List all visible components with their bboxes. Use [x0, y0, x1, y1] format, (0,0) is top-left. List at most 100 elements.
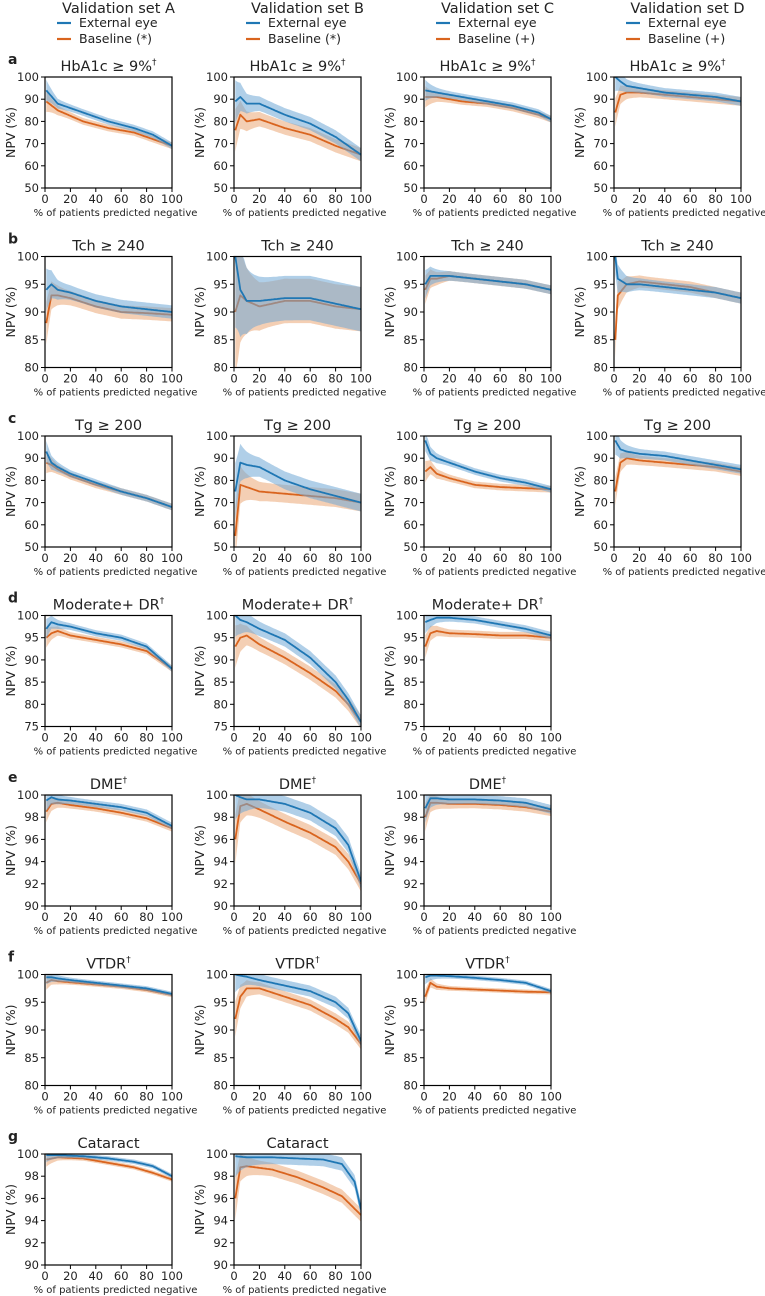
y-tick-label: 95	[403, 631, 418, 645]
x-axis-label: % of patients predicted negative	[34, 1106, 198, 1117]
y-axis-label: NPV (%)	[572, 466, 587, 517]
external-ci-band	[235, 615, 361, 727]
x-tick-label: 20	[63, 192, 78, 206]
x-tick-label: 80	[328, 1090, 343, 1104]
x-tick-label: 80	[518, 910, 533, 924]
x-tick-label: 100	[540, 372, 562, 386]
external-ci-band	[46, 615, 172, 672]
y-tick-label: 95	[24, 631, 39, 645]
x-tick-label: 60	[493, 372, 508, 386]
y-tick-label: 80	[403, 114, 418, 128]
baseline-npv-line	[234, 113, 361, 156]
x-tick-label: 60	[303, 192, 318, 206]
x-tick-label: 0	[41, 372, 48, 386]
y-tick-label: 98	[403, 810, 418, 824]
x-tick-label: 80	[328, 551, 343, 565]
y-tick-label: 70	[24, 496, 39, 510]
y-tick-label: 50	[24, 540, 39, 554]
plot-area	[614, 436, 741, 506]
plot-area	[424, 974, 551, 1004]
x-tick-label: 20	[442, 910, 457, 924]
row-label: a	[8, 52, 17, 68]
x-axis-label: % of patients predicted negative	[603, 388, 765, 399]
panel-title: VTDR†	[86, 956, 131, 973]
panel-a-c: HbA1c ≥ 9%† 50 60 70 80 90 100 0 20 40 60 80 100 % of…	[382, 58, 576, 219]
panel-title: Moderate+ DR†	[242, 597, 354, 614]
baseline-ci-band	[235, 795, 361, 892]
row-label: f	[8, 950, 15, 966]
y-tick-label: 70	[213, 137, 228, 151]
plot-area	[424, 795, 551, 832]
x-axis-label: % of patients predicted negative	[223, 747, 387, 758]
x-tick-label: 80	[139, 1090, 154, 1104]
external-npv-line	[424, 797, 551, 811]
row-d: d Moderate+ DR† 75 80 85 90 95 100 0 20 40 60 80 100%…	[3, 591, 576, 758]
x-tick-label: 0	[610, 192, 617, 206]
external-npv-line	[424, 616, 551, 637]
y-tick-label: 80	[24, 697, 39, 711]
y-axis-label: NPV (%)	[192, 1004, 207, 1055]
y-tick-label: 100	[206, 968, 228, 982]
y-tick-label: 98	[24, 1169, 39, 1183]
plot-area	[234, 443, 361, 547]
external-ci-band	[235, 80, 361, 162]
x-tick-label: 20	[252, 372, 267, 386]
x-axis-label: % of patients predicted negative	[413, 208, 577, 219]
panel-a-b: HbA1c ≥ 9%† 50 60 70 80 90 100 0 20 40 60 80 100 % of…	[192, 58, 386, 219]
x-tick-label: 80	[139, 731, 154, 745]
x-tick-label: 80	[518, 1090, 533, 1104]
x-tick-label: 100	[161, 731, 183, 745]
y-tick-label: 90	[403, 305, 418, 319]
y-axis-label: NPV (%)	[3, 286, 18, 337]
y-tick-label: 100	[17, 968, 39, 982]
external-npv-line	[234, 615, 361, 723]
external-npv-line	[425, 974, 551, 992]
external-ci-band	[46, 79, 172, 150]
y-tick-label: 60	[593, 159, 608, 173]
y-tick-label: 100	[396, 609, 418, 623]
x-tick-label: 40	[657, 551, 672, 565]
x-tick-label: 80	[518, 551, 533, 565]
x-tick-label: 20	[63, 1269, 78, 1283]
y-tick-label: 92	[24, 1236, 39, 1250]
x-tick-label: 60	[683, 372, 698, 386]
x-tick-label: 40	[88, 1090, 103, 1104]
x-tick-label: 80	[139, 192, 154, 206]
x-axis-label: % of patients predicted negative	[34, 388, 198, 399]
plot-frame	[613, 255, 742, 369]
external-ci-band	[46, 268, 172, 319]
baseline-npv-line	[234, 634, 361, 723]
y-tick-label: 90	[213, 1258, 228, 1272]
y-tick-label: 60	[213, 518, 228, 532]
external-npv-line	[425, 89, 551, 120]
panel-title: Cataract	[77, 1136, 139, 1152]
y-tick-label: 60	[213, 159, 228, 173]
y-tick-label: 100	[396, 788, 418, 802]
x-tick-label: 60	[303, 1090, 318, 1104]
y-axis-label: NPV (%)	[572, 107, 587, 158]
x-tick-label: 60	[683, 551, 698, 565]
y-tick-label: 50	[403, 540, 418, 554]
y-tick-label: 60	[24, 518, 39, 532]
external-npv-line	[424, 275, 551, 291]
external-ci-band	[615, 256, 741, 304]
x-tick-label: 0	[420, 910, 427, 924]
x-tick-label: 20	[252, 1090, 267, 1104]
x-tick-label: 40	[277, 192, 292, 206]
x-tick-label: 60	[493, 192, 508, 206]
external-ci-band	[615, 77, 741, 106]
panel-a-a: HbA1c ≥ 9%† 50 60 70 80 90 100 0 20 40 60 80 100 % of…	[3, 58, 197, 219]
x-tick-label: 100	[161, 1090, 183, 1104]
panel-f-c: VTDR† 80 85 90 95 100 0 20 40 60 80 100 % of patient…	[382, 956, 576, 1117]
y-axis-label: NPV (%)	[382, 466, 397, 517]
panel-c-b: Tg ≥ 200 50 60 70 80 90 100 0 20 40 60 80 100 % of pa…	[192, 418, 386, 578]
x-axis-label: % of patients predicted negative	[223, 1106, 387, 1117]
x-tick-label: 0	[230, 372, 237, 386]
y-tick-label: 70	[593, 137, 608, 151]
y-axis-label: NPV (%)	[3, 825, 18, 876]
x-tick-label: 60	[114, 1269, 129, 1283]
x-tick-label: 80	[139, 372, 154, 386]
